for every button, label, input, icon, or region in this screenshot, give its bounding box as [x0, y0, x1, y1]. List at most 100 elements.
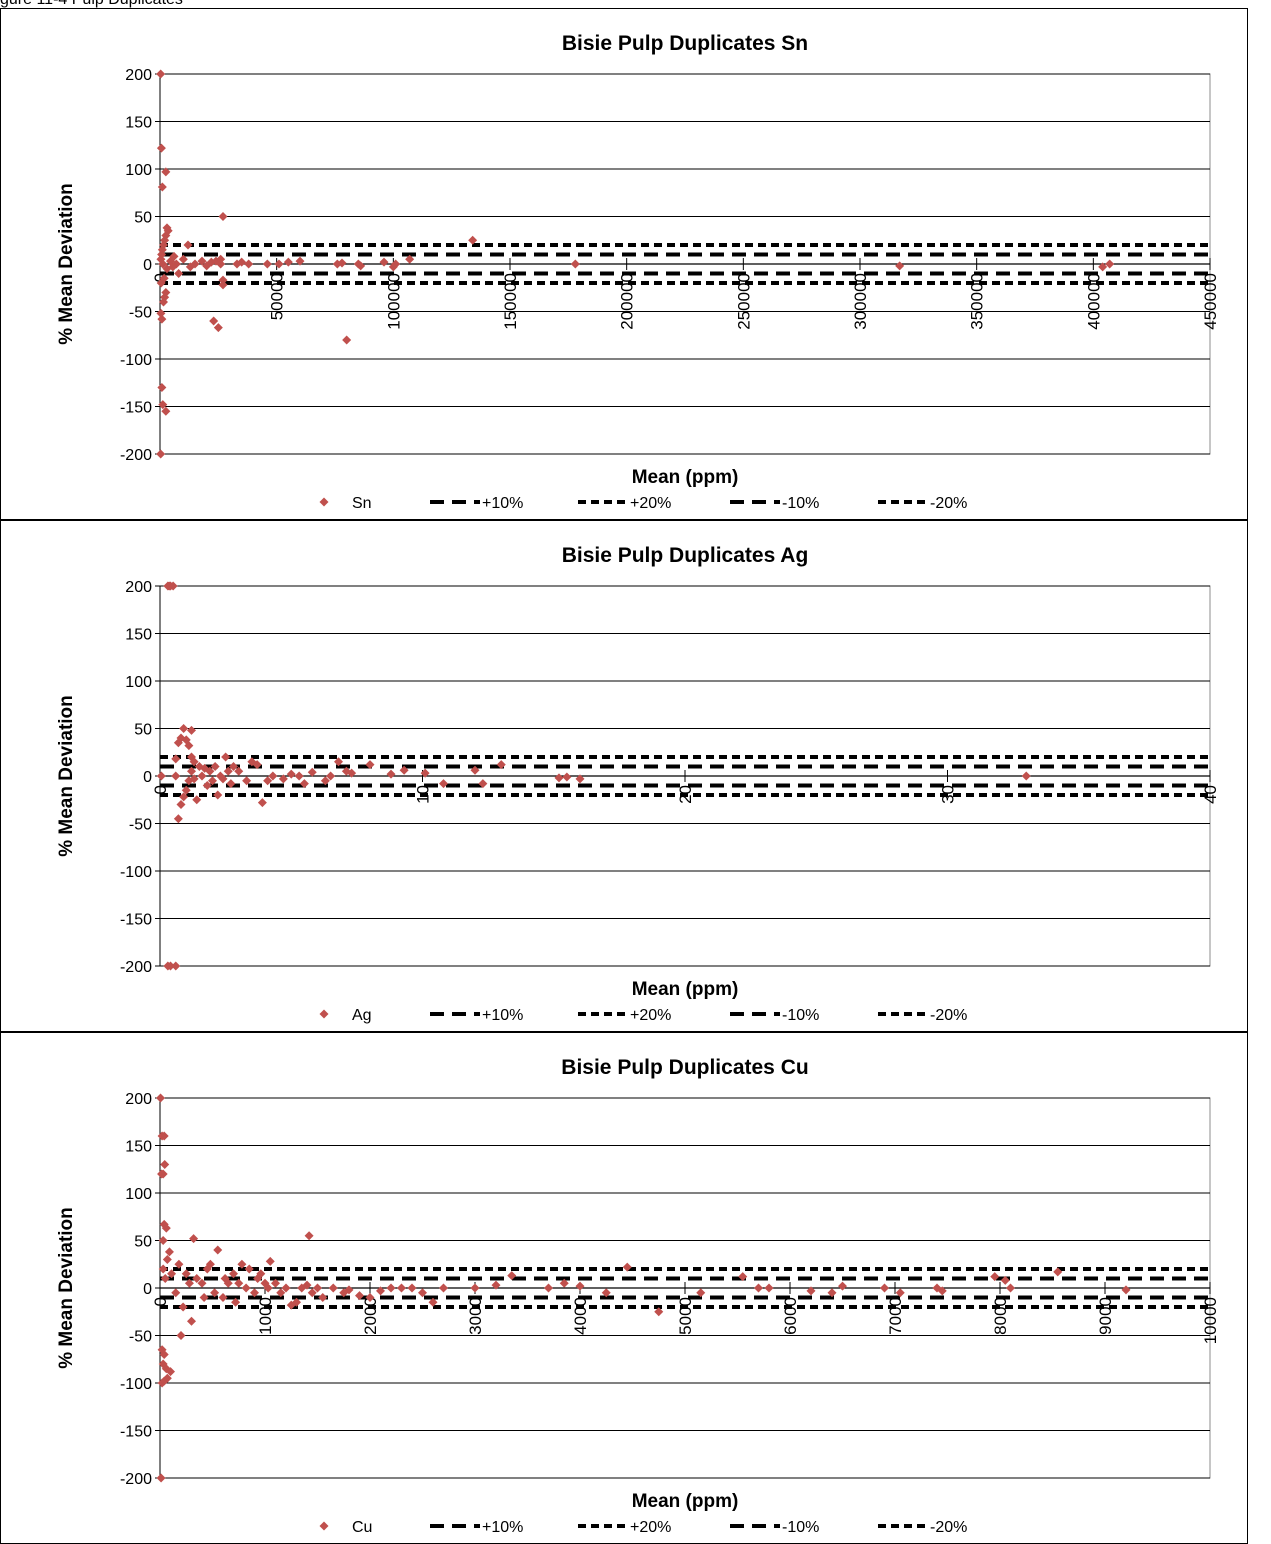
data-point	[171, 961, 181, 971]
data-point	[156, 308, 166, 318]
x-axis-label: Mean (ppm)	[632, 1491, 739, 1512]
data-point	[244, 1264, 254, 1274]
data-point	[241, 1283, 251, 1293]
data-point	[168, 581, 178, 591]
data-point	[1000, 1275, 1010, 1285]
data-point	[347, 768, 357, 778]
y-tick-label: 0	[143, 769, 152, 786]
data-point	[200, 763, 210, 773]
legend-label: -20%	[930, 495, 967, 512]
data-point	[197, 771, 207, 781]
y-tick-label: 200	[125, 579, 152, 596]
legend-label: Sn	[352, 495, 372, 512]
data-point	[344, 1285, 354, 1295]
y-tick-label: 200	[125, 67, 152, 84]
data-point	[202, 781, 212, 790]
y-axis-label: % Mean Deviation	[56, 183, 77, 345]
data-point	[838, 1281, 847, 1291]
data-point	[229, 762, 238, 771]
data-point	[234, 1278, 244, 1288]
data-point	[263, 776, 273, 786]
data-point	[223, 1278, 233, 1288]
data-point	[187, 766, 196, 776]
x-tick-label: 250000	[734, 273, 753, 330]
data-point	[1121, 1285, 1131, 1295]
data-point	[806, 1286, 816, 1296]
legend-label: +10%	[482, 495, 523, 512]
data-point	[223, 766, 233, 776]
data-point	[156, 449, 166, 459]
x-tick-label: 0	[151, 1297, 170, 1306]
data-point	[262, 259, 272, 269]
data-point	[197, 1278, 207, 1288]
legend-entry: Sn	[319, 495, 372, 512]
data-point	[179, 792, 189, 802]
data-point	[205, 766, 215, 776]
data-point	[171, 771, 181, 781]
data-point	[159, 1376, 169, 1386]
x-axis-label: Mean (ppm)	[632, 979, 739, 1000]
data-point	[237, 257, 247, 267]
legend-label: +20%	[630, 495, 671, 512]
chart-title: Bisie Pulp Duplicates Sn	[562, 32, 808, 55]
x-tick-label: 7000	[886, 1297, 905, 1335]
legend-marker	[319, 497, 329, 507]
x-tick-label: 10000	[1201, 1297, 1220, 1344]
chart-sn: Bisie Pulp Duplicates Sn 200 150 100 50 0 -50 -…	[0, 8, 1248, 520]
legend-entry: -10%	[730, 1519, 819, 1536]
data-point	[544, 1283, 553, 1293]
data-point	[178, 254, 188, 264]
legend-entry: -10%	[730, 495, 819, 512]
data-point	[1105, 259, 1115, 269]
data-point	[174, 269, 184, 278]
data-point	[174, 1259, 184, 1269]
data-point	[218, 280, 228, 290]
x-tick-label: 5000	[676, 1297, 695, 1335]
figure-caption: gure 11-4 Pulp Duplicates	[0, 0, 183, 9]
data-point	[283, 257, 293, 267]
legend-label: +20%	[630, 1007, 671, 1024]
data-point	[439, 779, 448, 789]
data-point	[184, 741, 194, 751]
data-point	[173, 814, 183, 824]
data-point	[1053, 1267, 1063, 1277]
data-point	[221, 752, 231, 762]
legend-label: +20%	[630, 1519, 671, 1536]
data-point	[157, 314, 167, 324]
data-point	[575, 774, 585, 784]
data-point	[256, 1269, 266, 1279]
legend-marker	[319, 1521, 329, 1531]
data-point	[342, 335, 352, 345]
data-point	[159, 273, 169, 283]
y-tick-label: -200	[120, 447, 152, 464]
data-point	[216, 259, 226, 269]
data-point	[252, 760, 262, 770]
data-point	[559, 1278, 569, 1288]
data-point	[158, 1264, 168, 1274]
data-point	[176, 1331, 186, 1340]
data-point	[257, 798, 267, 808]
data-point	[420, 768, 430, 778]
data-point	[356, 261, 366, 271]
x-tick-label: 350000	[968, 273, 987, 330]
data-point	[397, 1283, 406, 1293]
y-tick-label: 100	[125, 1186, 152, 1203]
data-point	[171, 259, 181, 269]
data-point	[158, 400, 168, 410]
data-point	[229, 1269, 238, 1279]
legend-label: -20%	[930, 1007, 967, 1024]
data-point	[197, 256, 207, 266]
x-tick-label: 2000	[361, 1297, 380, 1335]
y-tick-label: 50	[134, 722, 152, 739]
data-point	[386, 1283, 396, 1293]
data-point	[181, 735, 191, 745]
data-point	[157, 182, 167, 192]
data-point	[320, 776, 330, 786]
x-tick-label: 300000	[851, 273, 870, 330]
data-point	[179, 724, 189, 733]
data-point	[208, 776, 217, 786]
data-point	[192, 1274, 202, 1283]
legend-label: +10%	[482, 1007, 523, 1024]
y-axis-label: % Mean Deviation	[56, 1207, 77, 1369]
y-axis-label: % Mean Deviation	[56, 695, 77, 857]
